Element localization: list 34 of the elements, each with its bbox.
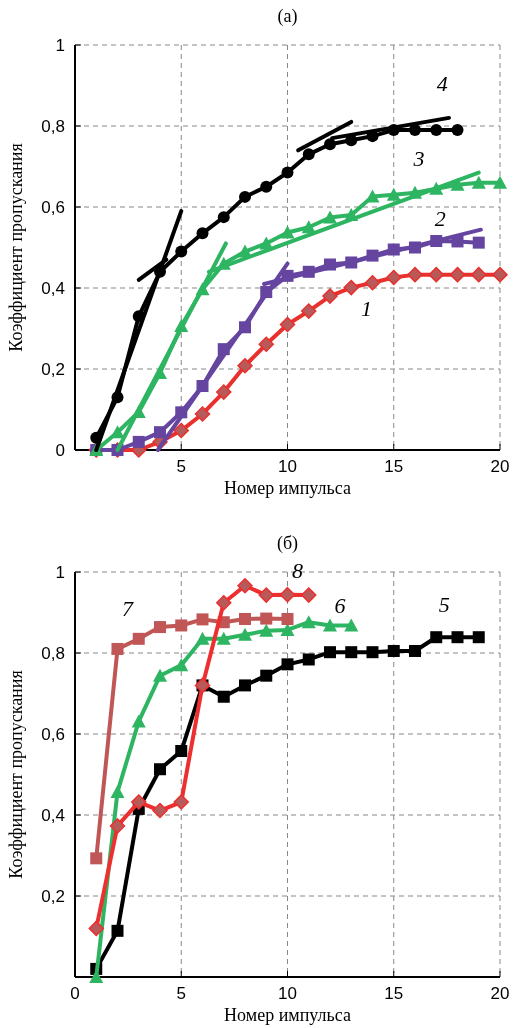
y-tick-label: 0: [55, 441, 65, 460]
x-tick-label: 5: [176, 984, 186, 1003]
y-tick-label: 0,8: [41, 117, 65, 136]
series-label: 4: [436, 71, 448, 97]
y-axis-title: Коэффициент пропускания: [6, 143, 26, 352]
y-tick-label: 0,4: [41, 279, 65, 298]
x-tick-label: 20: [490, 457, 510, 476]
series-label: 5: [438, 592, 450, 618]
y-tick-label: 0,6: [41, 198, 65, 217]
chart-title: (б): [276, 533, 299, 554]
x-tick-label: 15: [384, 984, 404, 1003]
y-tick-label: 1: [55, 563, 65, 582]
y-tick-label: 1: [55, 36, 65, 55]
y-tick-label: 0,2: [41, 887, 65, 906]
x-tick-label: 10: [278, 457, 297, 476]
x-tick-label: 5: [176, 457, 186, 476]
y-axis-title: Коэффициент пропускания: [6, 670, 26, 879]
x-axis-title: Номер импульса: [224, 1005, 351, 1025]
series-label: 1: [361, 295, 372, 321]
series-label: 6: [334, 592, 346, 618]
series-label: 8: [292, 557, 303, 583]
x-tick-label: 10: [278, 984, 297, 1003]
y-tick-label: 0,8: [41, 644, 65, 663]
x-tick-label: 15: [384, 457, 404, 476]
chart-title: (a): [277, 6, 298, 27]
y-tick-label: 0,4: [41, 806, 65, 825]
y-tick-label: 0,2: [41, 360, 65, 379]
series-label: 3: [412, 145, 425, 171]
series-label: 7: [122, 596, 134, 621]
series-label: 2: [434, 206, 446, 232]
x-tick-label: 20: [490, 984, 510, 1003]
y-tick-label: 0,6: [41, 725, 65, 744]
x-axis-title: Номер импульса: [224, 478, 351, 498]
x-tick-label: 0: [70, 984, 80, 1003]
